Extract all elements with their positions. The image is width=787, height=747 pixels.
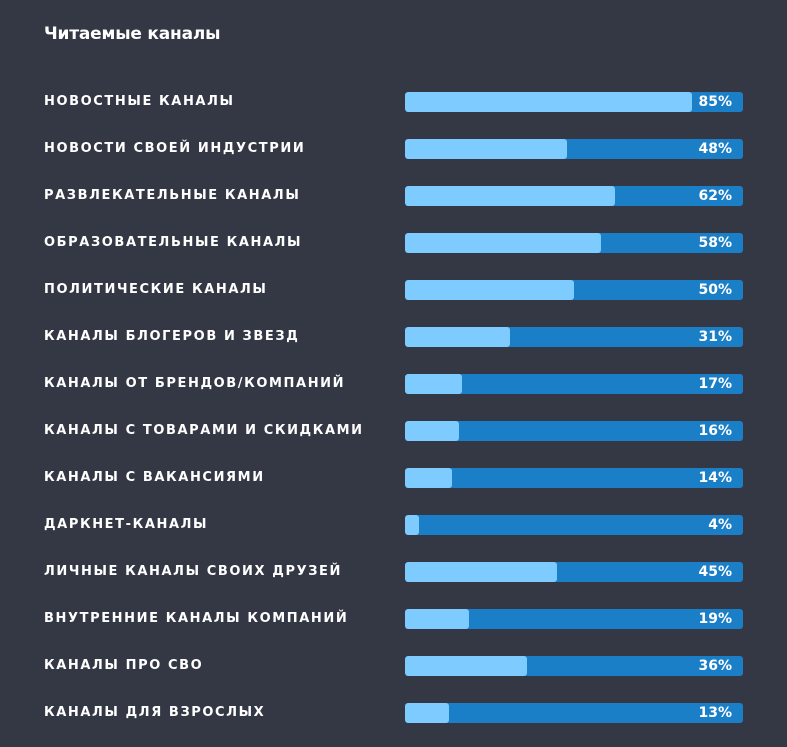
bar-row: КАНАЛЫ ДЛЯ ВЗРОСЛЫХ 13% xyxy=(0,703,787,723)
bar-track: 48% xyxy=(405,139,743,159)
bar xyxy=(405,515,419,535)
data-label: 14% xyxy=(698,470,732,486)
bar xyxy=(405,327,510,347)
bar-row: ДАРКНЕТ-КАНАЛЫ 4% xyxy=(0,515,787,535)
bar-track: 16% xyxy=(405,421,743,441)
bar xyxy=(405,92,692,112)
bar-row: КАНАЛЫ С ВАКАНСИЯМИ 14% xyxy=(0,468,787,488)
bar-track: 62% xyxy=(405,186,743,206)
data-label: 13% xyxy=(698,705,732,721)
bar-row: КАНАЛЫ БЛОГЕРОВ И ЗВЕЗД 31% xyxy=(0,327,787,347)
chart-title: Читаемые каналы xyxy=(44,24,221,44)
category-label: НОВОСТНЫЕ КАНАЛЫ xyxy=(44,94,235,109)
category-label: КАНАЛЫ ОТ БРЕНДОВ/КОМПАНИЙ xyxy=(44,376,346,391)
bar-track: 17% xyxy=(405,374,743,394)
category-label: КАНАЛЫ С ТОВАРАМИ И СКИДКАМИ xyxy=(44,423,364,438)
category-label: КАНАЛЫ БЛОГЕРОВ И ЗВЕЗД xyxy=(44,329,300,344)
bar-row: КАНАЛЫ ОТ БРЕНДОВ/КОМПАНИЙ 17% xyxy=(0,374,787,394)
bar xyxy=(405,233,601,253)
category-label: КАНАЛЫ ПРО СВО xyxy=(44,658,204,673)
bar-track: 19% xyxy=(405,609,743,629)
data-label: 58% xyxy=(698,235,732,251)
bar-track: 13% xyxy=(405,703,743,723)
bar xyxy=(405,280,574,300)
bar-row: ЛИЧНЫЕ КАНАЛЫ СВОИХ ДРУЗЕЙ 45% xyxy=(0,562,787,582)
bar xyxy=(405,609,469,629)
data-label: 19% xyxy=(698,611,732,627)
bar-track: 58% xyxy=(405,233,743,253)
bar xyxy=(405,139,567,159)
data-label: 17% xyxy=(698,376,732,392)
data-label: 45% xyxy=(698,564,732,580)
category-label: НОВОСТИ СВОЕЙ ИНДУСТРИИ xyxy=(44,141,306,156)
category-label: ДАРКНЕТ-КАНАЛЫ xyxy=(44,517,209,532)
bar-row: ОБРАЗОВАТЕЛЬНЫЕ КАНАЛЫ 58% xyxy=(0,233,787,253)
bar-row: НОВОСТНЫЕ КАНАЛЫ 85% xyxy=(0,92,787,112)
data-label: 50% xyxy=(698,282,732,298)
bar-track: 36% xyxy=(405,656,743,676)
bar-row: ВНУТРЕННИЕ КАНАЛЫ КОМПАНИЙ 19% xyxy=(0,609,787,629)
data-label: 31% xyxy=(698,329,732,345)
data-label: 16% xyxy=(698,423,732,439)
bar-row: НОВОСТИ СВОЕЙ ИНДУСТРИИ 48% xyxy=(0,139,787,159)
bar xyxy=(405,374,462,394)
category-label: ВНУТРЕННИЕ КАНАЛЫ КОМПАНИЙ xyxy=(44,611,349,626)
data-label: 85% xyxy=(698,94,732,110)
bar-track: 45% xyxy=(405,562,743,582)
bar-track: 85% xyxy=(405,92,743,112)
category-label: КАНАЛЫ ДЛЯ ВЗРОСЛЫХ xyxy=(44,705,266,720)
category-label: ПОЛИТИЧЕСКИЕ КАНАЛЫ xyxy=(44,282,268,297)
category-label: КАНАЛЫ С ВАКАНСИЯМИ xyxy=(44,470,265,485)
bar-track: 4% xyxy=(405,515,743,535)
bar-row: РАЗВЛЕКАТЕЛЬНЫЕ КАНАЛЫ 62% xyxy=(0,186,787,206)
bar xyxy=(405,703,449,723)
bar-track: 14% xyxy=(405,468,743,488)
bar xyxy=(405,468,452,488)
bar xyxy=(405,421,459,441)
bar-track: 50% xyxy=(405,280,743,300)
bar-row: КАНАЛЫ ПРО СВО 36% xyxy=(0,656,787,676)
bar xyxy=(405,562,557,582)
bar-track: 31% xyxy=(405,327,743,347)
bar xyxy=(405,186,615,206)
bar-row: ПОЛИТИЧЕСКИЕ КАНАЛЫ 50% xyxy=(0,280,787,300)
data-label: 4% xyxy=(708,517,732,533)
data-label: 48% xyxy=(698,141,732,157)
category-label: РАЗВЛЕКАТЕЛЬНЫЕ КАНАЛЫ xyxy=(44,188,301,203)
bar xyxy=(405,656,527,676)
data-label: 62% xyxy=(698,188,732,204)
category-label: ЛИЧНЫЕ КАНАЛЫ СВОИХ ДРУЗЕЙ xyxy=(44,564,343,579)
data-label: 36% xyxy=(698,658,732,674)
category-label: ОБРАЗОВАТЕЛЬНЫЕ КАНАЛЫ xyxy=(44,235,303,250)
bar-row: КАНАЛЫ С ТОВАРАМИ И СКИДКАМИ 16% xyxy=(0,421,787,441)
